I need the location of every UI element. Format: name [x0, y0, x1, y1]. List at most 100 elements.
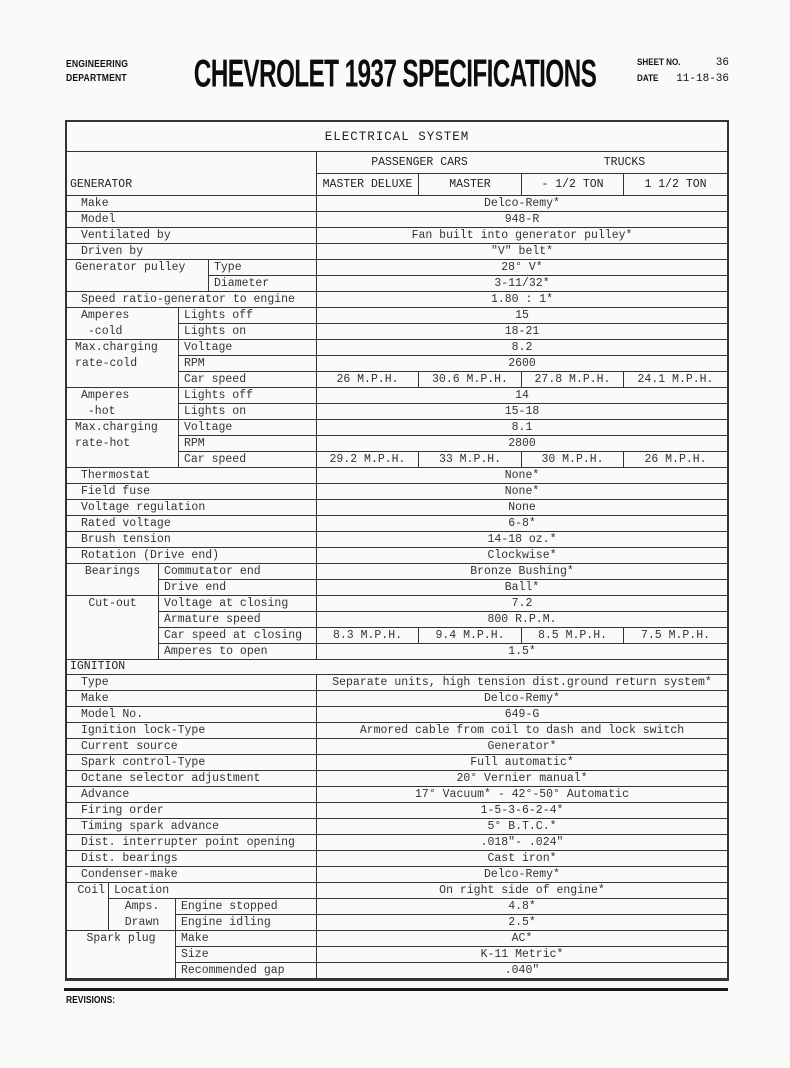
sheet-no-value: 36 — [715, 57, 729, 69]
spec-row: RPM 2800 — [67, 436, 727, 452]
label-cell: Car speed — [179, 452, 317, 468]
value-cell: 14-18 oz.* — [317, 532, 727, 548]
value-cell: 2600 — [317, 356, 727, 372]
value-cell: Separate units, high tension dist.ground… — [317, 675, 727, 691]
spec-row: Octane selector adjustment 20° Vernier ma… — [67, 771, 727, 787]
value-cell: Bronze Bushing* — [317, 564, 727, 580]
column-header-one-half-ton: 1 1/2 TON — [624, 174, 727, 196]
label-cell: Brush tension — [67, 532, 317, 548]
column-header-half-ton: - 1/2 TON — [522, 174, 624, 196]
label-cell: Size — [176, 947, 317, 963]
value-cell: 15 — [317, 308, 727, 324]
label-cell: Cut-out — [67, 596, 159, 612]
date-value: 11-18-36 — [676, 73, 729, 85]
label-cell: Make — [176, 931, 317, 947]
label-cell: Engine idling — [176, 915, 317, 931]
value-cell: 1.5* — [317, 644, 727, 660]
label-cell — [67, 580, 159, 596]
spec-row: Lights on 18-21 — [67, 324, 727, 340]
spec-row: Thermostat None* — [67, 468, 727, 484]
spec-row: Car speed 26 M.P.H. 30.6 M.P.H. 27.8 M.P.H.… — [67, 372, 727, 388]
spec-row: Model 948-R — [67, 212, 727, 228]
value-cell: None* — [317, 468, 727, 484]
spec-row: Diameter 3-11/32* — [67, 276, 727, 292]
label-cell — [67, 947, 176, 963]
value-cell: Delco-Remy* — [317, 867, 727, 883]
value-cell: Cast iron* — [317, 851, 727, 867]
group-header-row: PASSENGER CARS TRUCKS — [67, 152, 727, 174]
label-cell — [67, 899, 109, 915]
label-cell: Lights off — [179, 388, 317, 404]
spec-row: Timing spark advance 5° B.T.C.* — [67, 819, 727, 835]
label-cell: Type — [67, 675, 317, 691]
spec-row: Field fuse None* — [67, 484, 727, 500]
group-header-passenger-cars: PASSENGER CARS — [317, 152, 522, 174]
value-cell: 948-R — [317, 212, 727, 228]
spec-row: Amperes -hot Lights off 14 — [67, 388, 727, 418]
spec-row: Max.charging rate-hot Voltage 8.1 — [67, 420, 727, 450]
value-cell: 15-18 — [317, 404, 727, 420]
label-cell: RPM — [179, 356, 317, 372]
label-cell: Make — [67, 196, 317, 212]
value-cell: Delco-Remy* — [317, 196, 727, 212]
value-cell: None* — [317, 484, 727, 500]
value-cell: 24.1 M.P.H. — [624, 372, 727, 388]
value-cell: 8.2 — [317, 340, 727, 356]
label-cell — [67, 324, 179, 340]
spec-row: Firing order 1-5-3-6-2-4* — [67, 803, 727, 819]
label-cell: Drive end — [159, 580, 317, 596]
value-cell: 3-11/32* — [317, 276, 727, 292]
spec-row: Speed ratio-generator to engine 1.80 : 1* — [67, 292, 727, 308]
value-cell: 8.5 M.P.H. — [522, 628, 624, 644]
spec-row: RPM 2600 — [67, 356, 727, 372]
value-cell: 8.3 M.P.H. — [317, 628, 419, 644]
spec-row: Advance 17° Vacuum* - 42°-50° Automatic — [67, 787, 727, 803]
spec-row: Rotation (Drive end) Clockwise* — [67, 548, 727, 564]
label-cell: Diameter — [209, 276, 317, 292]
label-cell: Location — [109, 883, 317, 899]
spec-row: Ignition lock-Type Armored cable from coi… — [67, 723, 727, 739]
spec-row: Dist. bearings Cast iron* — [67, 851, 727, 867]
value-cell: 2800 — [317, 436, 727, 452]
label-cell: Speed ratio-generator to engine — [67, 292, 317, 308]
value-cell: On right side of engine* — [317, 883, 727, 899]
spec-row: Size K-11 Metric* — [67, 947, 727, 963]
sheet-number-line: SHEET NO. 36 — [637, 57, 729, 69]
spec-row: Max.charging rate-cold Voltage 8.2 — [67, 340, 727, 370]
value-cell: 5° B.T.C.* — [317, 819, 727, 835]
label-cell: Voltage — [179, 340, 317, 356]
value-cell: 8.1 — [317, 420, 727, 436]
label-cell: Condenser-make — [67, 867, 317, 883]
value-cell: 1-5-3-6-2-4* — [317, 803, 727, 819]
spec-row: Type Separate units, high tension dist.gr… — [67, 675, 727, 691]
generator-section-label: GENERATOR — [67, 174, 317, 196]
label-cell — [67, 372, 179, 388]
column-header-master-deluxe: MASTER DELUXE — [317, 174, 419, 196]
value-cell: 1.80 : 1* — [317, 292, 727, 308]
spec-row: Rated voltage 6-8* — [67, 516, 727, 532]
date-label: DATE — [637, 73, 659, 84]
spec-row: Amps. Drawn Engine stopped 4.8* — [67, 899, 727, 929]
spec-row: Amperes -cold Lights off 15 — [67, 308, 727, 338]
spec-row: Drive end Ball* — [67, 580, 727, 596]
value-cell: Delco-Remy* — [317, 691, 727, 707]
value-cell: None — [317, 500, 727, 516]
label-cell: Recommended gap — [176, 963, 317, 979]
value-cell: 20° Vernier manual* — [317, 771, 727, 787]
revisions-label: REVISIONS: — [66, 995, 116, 1006]
label-cell: Dist. bearings — [67, 851, 317, 867]
sheet-date-line: DATE 11-18-36 — [637, 73, 729, 85]
label-cell: Lights on — [179, 404, 317, 420]
value-cell: 6-8* — [317, 516, 727, 532]
department-line1: ENGINEERING — [66, 58, 129, 70]
value-cell: 14 — [317, 388, 727, 404]
value-cell: Clockwise* — [317, 548, 727, 564]
label-cell: Lights off — [179, 308, 317, 324]
spec-row: Ventilated by Fan built into generator pu… — [67, 228, 727, 244]
label-cell: Model — [67, 212, 317, 228]
value-cell: 18-21 — [317, 324, 727, 340]
label-cell: Engine stopped — [176, 899, 317, 915]
label-cell — [67, 356, 179, 372]
label-cell — [67, 644, 159, 660]
value-cell: 26 M.P.H. — [624, 452, 727, 468]
